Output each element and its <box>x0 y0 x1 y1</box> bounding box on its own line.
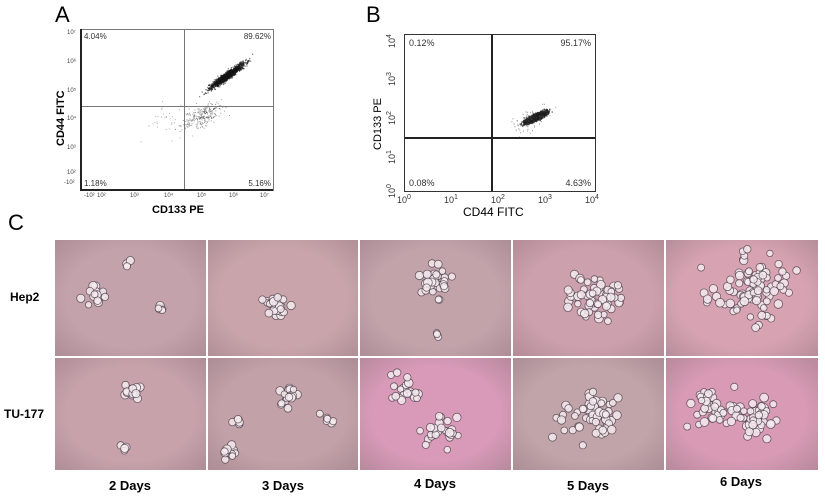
xtick-b-4: 104 <box>585 194 599 205</box>
micrograph-hep2-2-days <box>55 240 206 356</box>
row-label-hep2: Hep2 <box>10 290 40 304</box>
quadrant-horizontal-a <box>82 106 273 107</box>
micrograph-hep2-5-days <box>513 240 664 356</box>
micrograph-hep2-4-days <box>360 240 511 356</box>
flow-plot-a: 4.04% 89.62% 1.18% 5.16% <box>81 29 274 191</box>
ytick-b-3: 101 <box>386 150 397 164</box>
day-label-4: 4 Days <box>414 476 456 491</box>
quadrant-ul-a: 4.04% <box>84 32 107 41</box>
quadrant-horizontal-b <box>405 137 595 139</box>
ytick-a-0: 10⁷ <box>67 30 76 36</box>
quadrant-ur-b: 95.17% <box>560 38 591 48</box>
day-label-5: 5 Days <box>567 478 609 493</box>
quadrant-ll-a: 1.18% <box>84 179 107 188</box>
quadrant-ll-b: 0.08% <box>409 178 435 188</box>
row-label-tu177: TU-177 <box>4 407 45 421</box>
xlabel-b: CD44 FITC <box>463 205 524 219</box>
day-label-2: 2 Days <box>109 478 151 493</box>
scatter-points-a <box>140 53 254 143</box>
panel-letter-c: C <box>8 210 24 235</box>
xtick-b-3: 103 <box>538 194 552 205</box>
micrograph-hep2-3-days <box>208 240 358 356</box>
quadrant-ur-a: 89.62% <box>243 32 271 41</box>
quadrant-vertical-a <box>184 30 185 190</box>
micrograph-tu177-3-days <box>208 358 358 470</box>
xtick-a-5: 10⁶ <box>229 193 239 199</box>
xtick-a-0: -10² <box>84 193 95 199</box>
quadrant-ul-b: 0.12% <box>409 38 435 48</box>
ytick-b-1: 103 <box>386 72 397 86</box>
xtick-b-1: 101 <box>444 194 458 205</box>
day-label-6: 6 Days <box>720 474 762 489</box>
ylabel-b: CD133 PE <box>372 98 384 150</box>
ytick-a-2: 10⁵ <box>67 88 77 94</box>
ytick-b-4: 100 <box>386 184 397 198</box>
quadrant-lr-b: 4.63% <box>565 178 591 188</box>
micrograph-hep2-6-days <box>666 240 818 356</box>
ytick-a-1: 10⁶ <box>67 59 77 65</box>
micrograph-tu177-6-days <box>666 358 818 470</box>
xtick-a-2: 10³ <box>130 193 139 199</box>
x-axis-a <box>81 189 273 191</box>
micrograph-tu177-4-days <box>360 358 511 470</box>
flow-plot-b: 0.12% 95.17% 0.08% 4.63% <box>404 34 596 192</box>
panel-letter-b: B <box>366 2 381 27</box>
quadrant-vertical-b <box>491 35 493 191</box>
ytick-a-5: 10² <box>67 170 76 176</box>
day-label-3: 3 Days <box>262 478 304 493</box>
y-axis-a <box>80 29 82 191</box>
ytick-b-0: 104 <box>386 34 397 48</box>
ytick-a-4: 10³ <box>67 145 76 151</box>
quadrant-lr-a: 5.16% <box>248 179 271 188</box>
ylabel-a: CD44 FITC <box>55 90 67 146</box>
panel-letter-a: A <box>55 2 70 27</box>
xtick-a-3: 10⁴ <box>164 193 174 199</box>
scatter-points-b <box>511 103 557 138</box>
ytick-a-3: 10⁴ <box>67 116 77 122</box>
xtick-b-2: 102 <box>491 194 505 205</box>
ytick-b-2: 102 <box>386 111 397 125</box>
xtick-a-6: 10⁷ <box>260 193 269 199</box>
xtick-a-1: 10² <box>97 193 106 199</box>
xlabel-a: CD133 PE <box>152 204 204 216</box>
micrograph-tu177-5-days <box>513 358 664 470</box>
micrograph-tu177-2-days <box>55 358 206 470</box>
xtick-a-4: 10⁵ <box>197 193 207 199</box>
ytick-a-6: -10² <box>64 180 75 186</box>
xtick-b-0: 100 <box>397 194 411 205</box>
